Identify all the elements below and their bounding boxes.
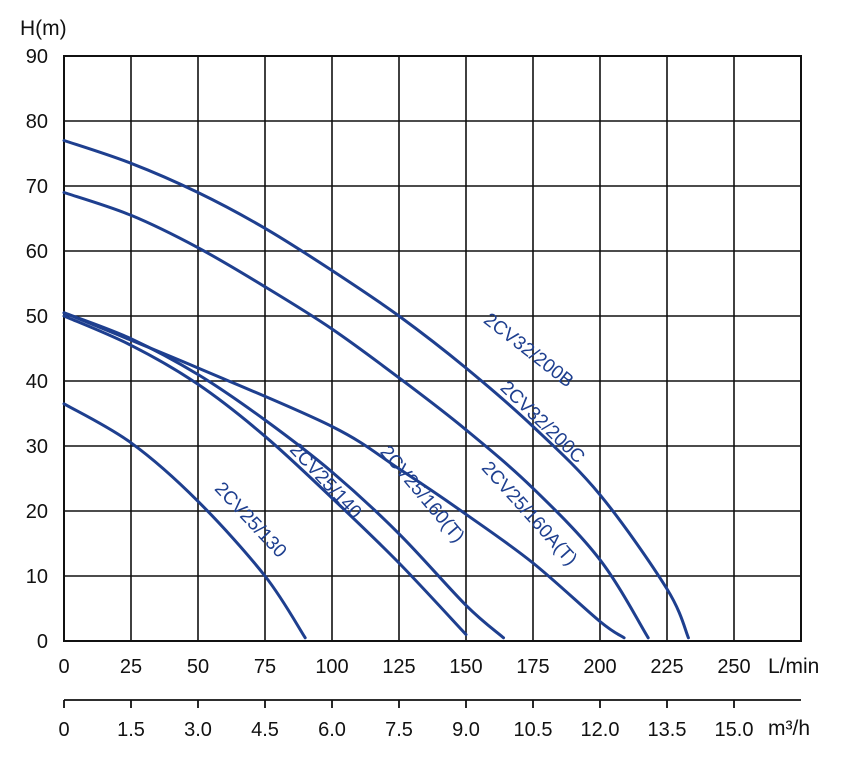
- y-tick-label-4: 40: [26, 371, 48, 393]
- x2-axis-label: m³/h: [768, 717, 810, 740]
- x-tick-labels: 0 25 50 75 100 125 150 175 200 225 250: [58, 656, 750, 678]
- chart-grid: [63, 55, 802, 642]
- series-line-2cv25-140: [62, 314, 468, 636]
- x-tick-label-1: 25: [120, 656, 142, 678]
- series-line-2cv25-160a-t-: [62, 311, 626, 640]
- y-tick-label-1: 10: [26, 566, 48, 588]
- x2-tick-label-10: 15.0: [715, 719, 754, 741]
- curve-label-2cv25-130: 2CV25/130: [210, 478, 290, 562]
- x-tick-label-3: 75: [254, 656, 276, 678]
- curve-label-2cv25-160-t-: 2CV25/160(T): [376, 442, 469, 547]
- y-tick-label-3: 30: [26, 436, 48, 458]
- y-tick-labels: 0 10 20 30 40 50 60 70 80 90: [26, 46, 48, 653]
- x2-tick-label-0: 0: [58, 719, 69, 741]
- x2-tick-label-3: 4.5: [251, 719, 279, 741]
- x-tick-label-0: 0: [58, 656, 69, 678]
- chart-series: [62, 139, 690, 640]
- y-tick-label-5: 50: [26, 306, 48, 328]
- y-tick-label-7: 70: [26, 176, 48, 198]
- y-axis-label: H(m): [20, 17, 67, 40]
- x-tick-label-8: 200: [583, 656, 616, 678]
- series-line-2cv32-200b: [62, 139, 690, 640]
- x-tick-label-2: 50: [187, 656, 209, 678]
- y-tick-label-9: 90: [26, 46, 48, 68]
- x-tick-label-7: 175: [516, 656, 549, 678]
- curve-label-2cv25-160a-t-: 2CV25/160A(T): [477, 458, 581, 570]
- x2-tick-label-4: 6.0: [318, 719, 346, 741]
- series-line-2cv25-130: [62, 402, 307, 640]
- x-tick-label-9: 225: [650, 656, 683, 678]
- x-tick-label-6: 150: [449, 656, 482, 678]
- curve-label-2cv32-200b: 2CV32/200B: [479, 309, 577, 392]
- x2-tick-label-6: 9.0: [452, 719, 480, 741]
- series-line-2cv32-200c: [62, 191, 650, 640]
- y-tick-label-8: 80: [26, 111, 48, 133]
- y-tick-label-2: 20: [26, 501, 48, 523]
- x2-tick-label-8: 12.0: [581, 719, 620, 741]
- series-line-2cv25-160-t-: [62, 311, 505, 640]
- x2-tick-label-1: 1.5: [117, 719, 145, 741]
- x2-tick-label-5: 7.5: [385, 719, 413, 741]
- x-tick-label-4: 100: [315, 656, 348, 678]
- x2-tick-label-7: 10.5: [514, 719, 553, 741]
- x-tick-label-5: 125: [382, 656, 415, 678]
- y-tick-label-0: 0: [37, 631, 48, 653]
- plot-frame: [63, 55, 802, 642]
- x2-tick-label-2: 3.0: [184, 719, 212, 741]
- x-axis-label: L/min: [768, 655, 819, 678]
- x2-tick-label-9: 13.5: [648, 719, 687, 741]
- secondary-x-axis: 0 1.5 3.0 4.5 6.0 7.5 9.0 10.5 12.0 13.5 15.0: [58, 699, 801, 741]
- y-tick-label-6: 60: [26, 241, 48, 263]
- curve-label-2cv32-200c: 2CV32/200C: [496, 377, 589, 468]
- x-tick-label-10: 250: [717, 656, 750, 678]
